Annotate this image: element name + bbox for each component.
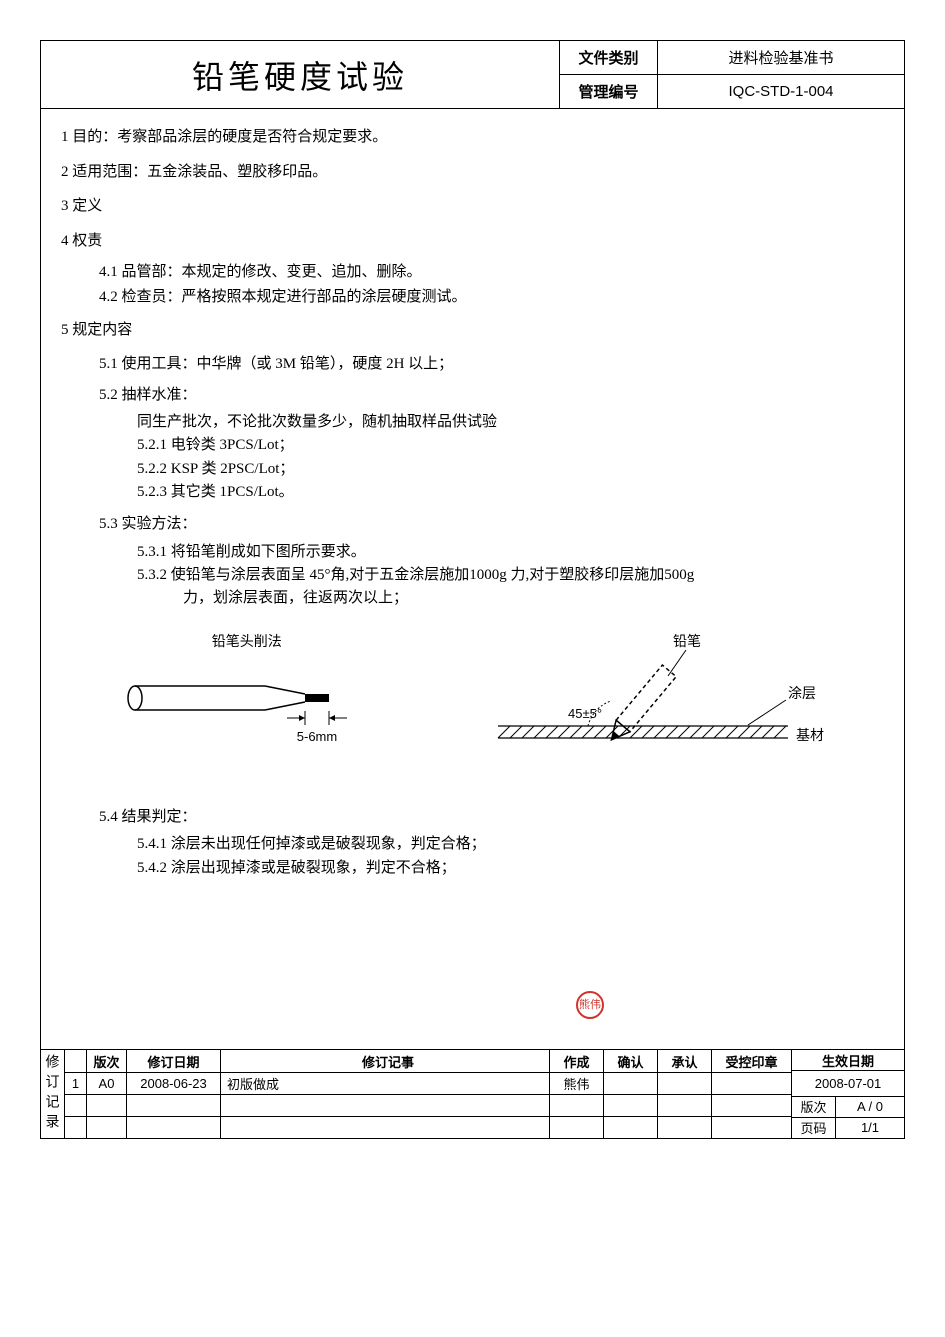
hdr-row-type: 文件类别 进料检验基准书 — [560, 41, 904, 74]
hdr-row-code: 管理编号 IQC-STD-1-004 — [560, 74, 904, 108]
sec-5-4-2: 5.4.2 涂层出现掉漆或是破裂现象，判定不合格； — [61, 857, 884, 880]
rev-row-2 — [65, 1094, 792, 1116]
doc-title: 铅笔硬度试验 — [41, 41, 559, 108]
rev-1-ver: A0 — [87, 1073, 127, 1094]
revision-table: 版次 修订日期 修订记事 作成 确认 承认 受控印章 1 A0 2008-06-… — [65, 1050, 792, 1138]
hdr-value-type: 进料检验基准书 — [658, 41, 904, 74]
sec-4-1: 4.1 品管部：本规定的修改、变更、追加、删除。 — [61, 261, 884, 284]
hdr-label-type: 文件类别 — [560, 41, 658, 74]
sec-5: 5 规定内容 — [61, 316, 884, 345]
rev-h-appr: 承认 — [658, 1050, 712, 1072]
rev-1-stamp — [712, 1073, 792, 1094]
rev-page-value: 1/1 — [836, 1118, 904, 1138]
rev-h-note: 修订记事 — [221, 1050, 550, 1072]
rev-h-ver: 版次 — [87, 1050, 127, 1072]
sec-5-2-1: 5.2.1 电铃类 3PCS/Lot； — [61, 434, 884, 457]
rev-1-date: 2008-06-23 — [127, 1073, 221, 1094]
revision-right: 生效日期 2008-07-01 版次 A / 0 页码 1/1 — [792, 1050, 904, 1138]
rev-h-by: 作成 — [550, 1050, 604, 1072]
hdr-value-code: IQC-STD-1-004 — [658, 77, 904, 106]
sec-5-1: 5.1 使用工具：中华牌（或 3M 铅笔），硬度 2H 以上； — [61, 350, 884, 379]
rev-h-stamp: 受控印章 — [712, 1050, 792, 1072]
revision-side-label: 修订记录 — [41, 1050, 65, 1138]
coating-label: 涂层 — [788, 686, 816, 702]
rev-h-eff: 生效日期 — [792, 1050, 904, 1070]
rev-ver-row: 版次 A / 0 — [792, 1096, 904, 1117]
test-method-svg: 45±5° — [468, 628, 828, 778]
sec-5-3-2b: 力，划涂层表面，往返两次以上； — [61, 587, 884, 610]
sec-5-4: 5.4 结果判定： — [61, 803, 884, 832]
rev-ver-value: A / 0 — [836, 1097, 904, 1117]
doc-header-meta: 文件类别 进料检验基准书 管理编号 IQC-STD-1-004 — [559, 41, 904, 108]
diagram-area: 铅笔头削法 — [61, 628, 884, 789]
doc-header: 铅笔硬度试验 文件类别 进料检验基准书 管理编号 IQC-STD-1-004 — [41, 41, 904, 109]
rev-1-conf — [604, 1073, 658, 1094]
rev-row-1: 1 A0 2008-06-23 初版做成 熊伟 — [65, 1072, 792, 1094]
sec-5-2-3: 5.2.3 其它类 1PCS/Lot。 — [61, 481, 884, 504]
angle-label: 45±5° — [568, 706, 602, 721]
sec-5-3-1: 5.3.1 将铅笔削成如下图所示要求。 — [61, 541, 884, 564]
hdr-label-code: 管理编号 — [560, 75, 658, 108]
pencil-label: 铅笔 — [673, 634, 701, 650]
rev-ver-label: 版次 — [792, 1097, 836, 1117]
diagram-test-method: 45±5° — [468, 628, 828, 789]
diagram-left-title: 铅笔头削法 — [117, 628, 377, 655]
sec-1: 1 目的：考察部品涂层的硬度是否符合规定要求。 — [61, 123, 884, 152]
sec-5-2-text: 同生产批次，不论批次数量多少，随机抽取样品供试验 — [61, 411, 884, 434]
rev-1-appr — [658, 1073, 712, 1094]
rev-page-label: 页码 — [792, 1118, 836, 1138]
sec-2: 2 适用范围：五金涂装品、塑胶移印品。 — [61, 158, 884, 187]
rev-h-idx — [65, 1050, 87, 1072]
sec-5-2: 5.2 抽样水准： — [61, 381, 884, 410]
sec-5-2-2: 5.2.2 KSP 类 2PSC/Lot； — [61, 458, 884, 481]
rev-eff-date: 2008-07-01 — [792, 1070, 904, 1095]
rev-h-conf: 确认 — [604, 1050, 658, 1072]
rev-1-by: 熊伟 — [550, 1073, 604, 1094]
rev-row-3 — [65, 1116, 792, 1138]
sec-4-2: 4.2 检查员：严格按照本规定进行部品的涂层硬度测试。 — [61, 286, 884, 309]
document-frame: 铅笔硬度试验 文件类别 进料检验基准书 管理编号 IQC-STD-1-004 1… — [40, 40, 905, 1139]
pencil-sharpen-svg: 5-6mm — [117, 663, 357, 753]
rev-header-row: 版次 修订日期 修订记事 作成 确认 承认 受控印章 — [65, 1050, 792, 1072]
sec-5-4-1: 5.4.1 涂层未出现任何掉漆或是破裂现象，判定合格； — [61, 833, 884, 856]
diagram-pencil-sharpen: 铅笔头削法 — [117, 628, 377, 789]
rev-h-date: 修订日期 — [127, 1050, 221, 1072]
approval-stamp: 熊伟 — [576, 991, 604, 1019]
rev-1-idx: 1 — [65, 1073, 87, 1094]
sec-3: 3 定义 — [61, 192, 884, 221]
rev-page-row: 页码 1/1 — [792, 1117, 904, 1138]
sec-5-3-2a: 5.3.2 使铅笔与涂层表面呈 45°角,对于五金涂层施加1000g 力,对于塑… — [61, 564, 884, 587]
sec-4: 4 权责 — [61, 227, 884, 256]
sec-5-3: 5.3 实验方法： — [61, 510, 884, 539]
dim-label: 5-6mm — [297, 729, 337, 744]
rev-1-note: 初版做成 — [221, 1073, 550, 1094]
doc-body: 1 目的：考察部品涂层的硬度是否符合规定要求。 2 适用范围：五金涂装品、塑胶移… — [41, 109, 904, 1049]
substrate-label: 基材 — [796, 727, 824, 744]
revision-block: 修订记录 版次 修订日期 修订记事 作成 确认 承认 受控印章 1 A0 200… — [41, 1049, 904, 1138]
